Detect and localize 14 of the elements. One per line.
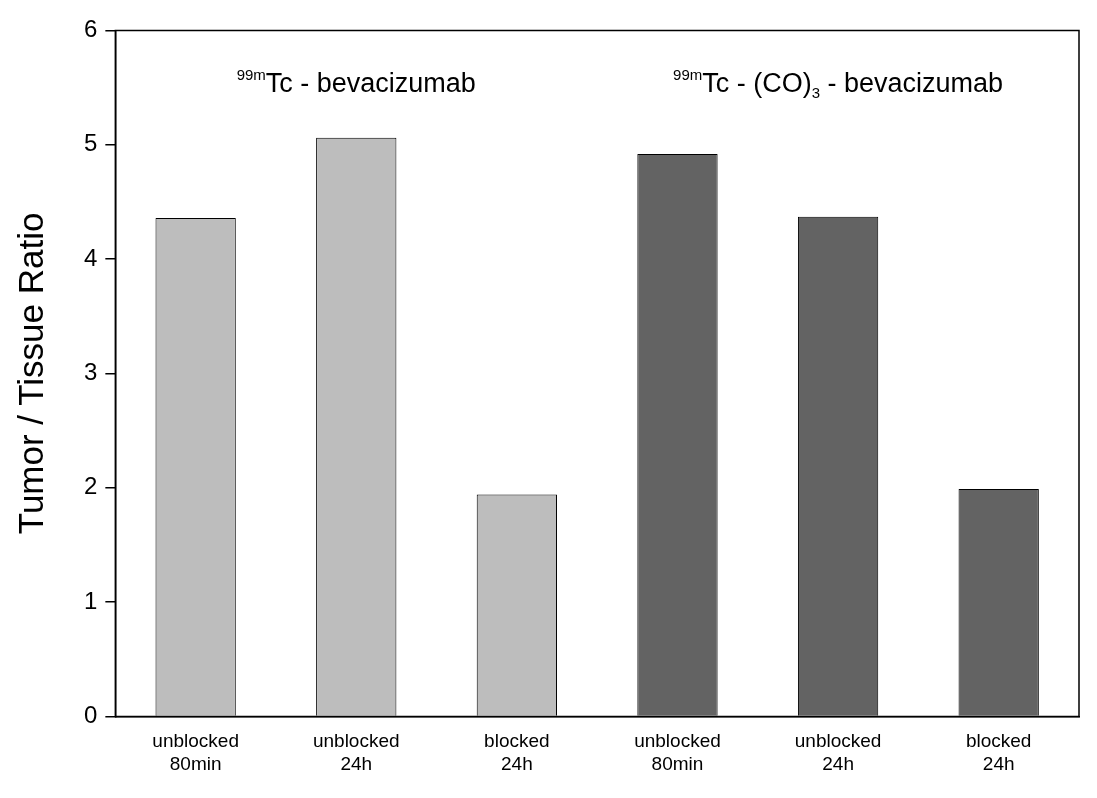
y-tick-label: 4 [83, 243, 98, 271]
x-tick-label: unblocked 80min [152, 730, 239, 774]
y-tick-label: 6 [83, 15, 98, 43]
y-tick-label: 5 [83, 129, 98, 157]
x-tick-label: blocked 24h [484, 730, 550, 774]
y-tick-label: 2 [83, 472, 98, 500]
y-tick-label: 1 [83, 586, 98, 614]
x-tick-label: unblocked 24h [312, 730, 400, 774]
x-tick-label: blocked 24h [965, 730, 1032, 774]
y-tick-label: 0 [83, 701, 98, 729]
x-tick-label: unblocked 24h [794, 730, 882, 774]
x-tick-label: unblocked 80min [634, 730, 721, 774]
y-axis-title: Tumor / Tissue Ratio [10, 212, 50, 535]
y-tick-label: 3 [83, 358, 98, 386]
